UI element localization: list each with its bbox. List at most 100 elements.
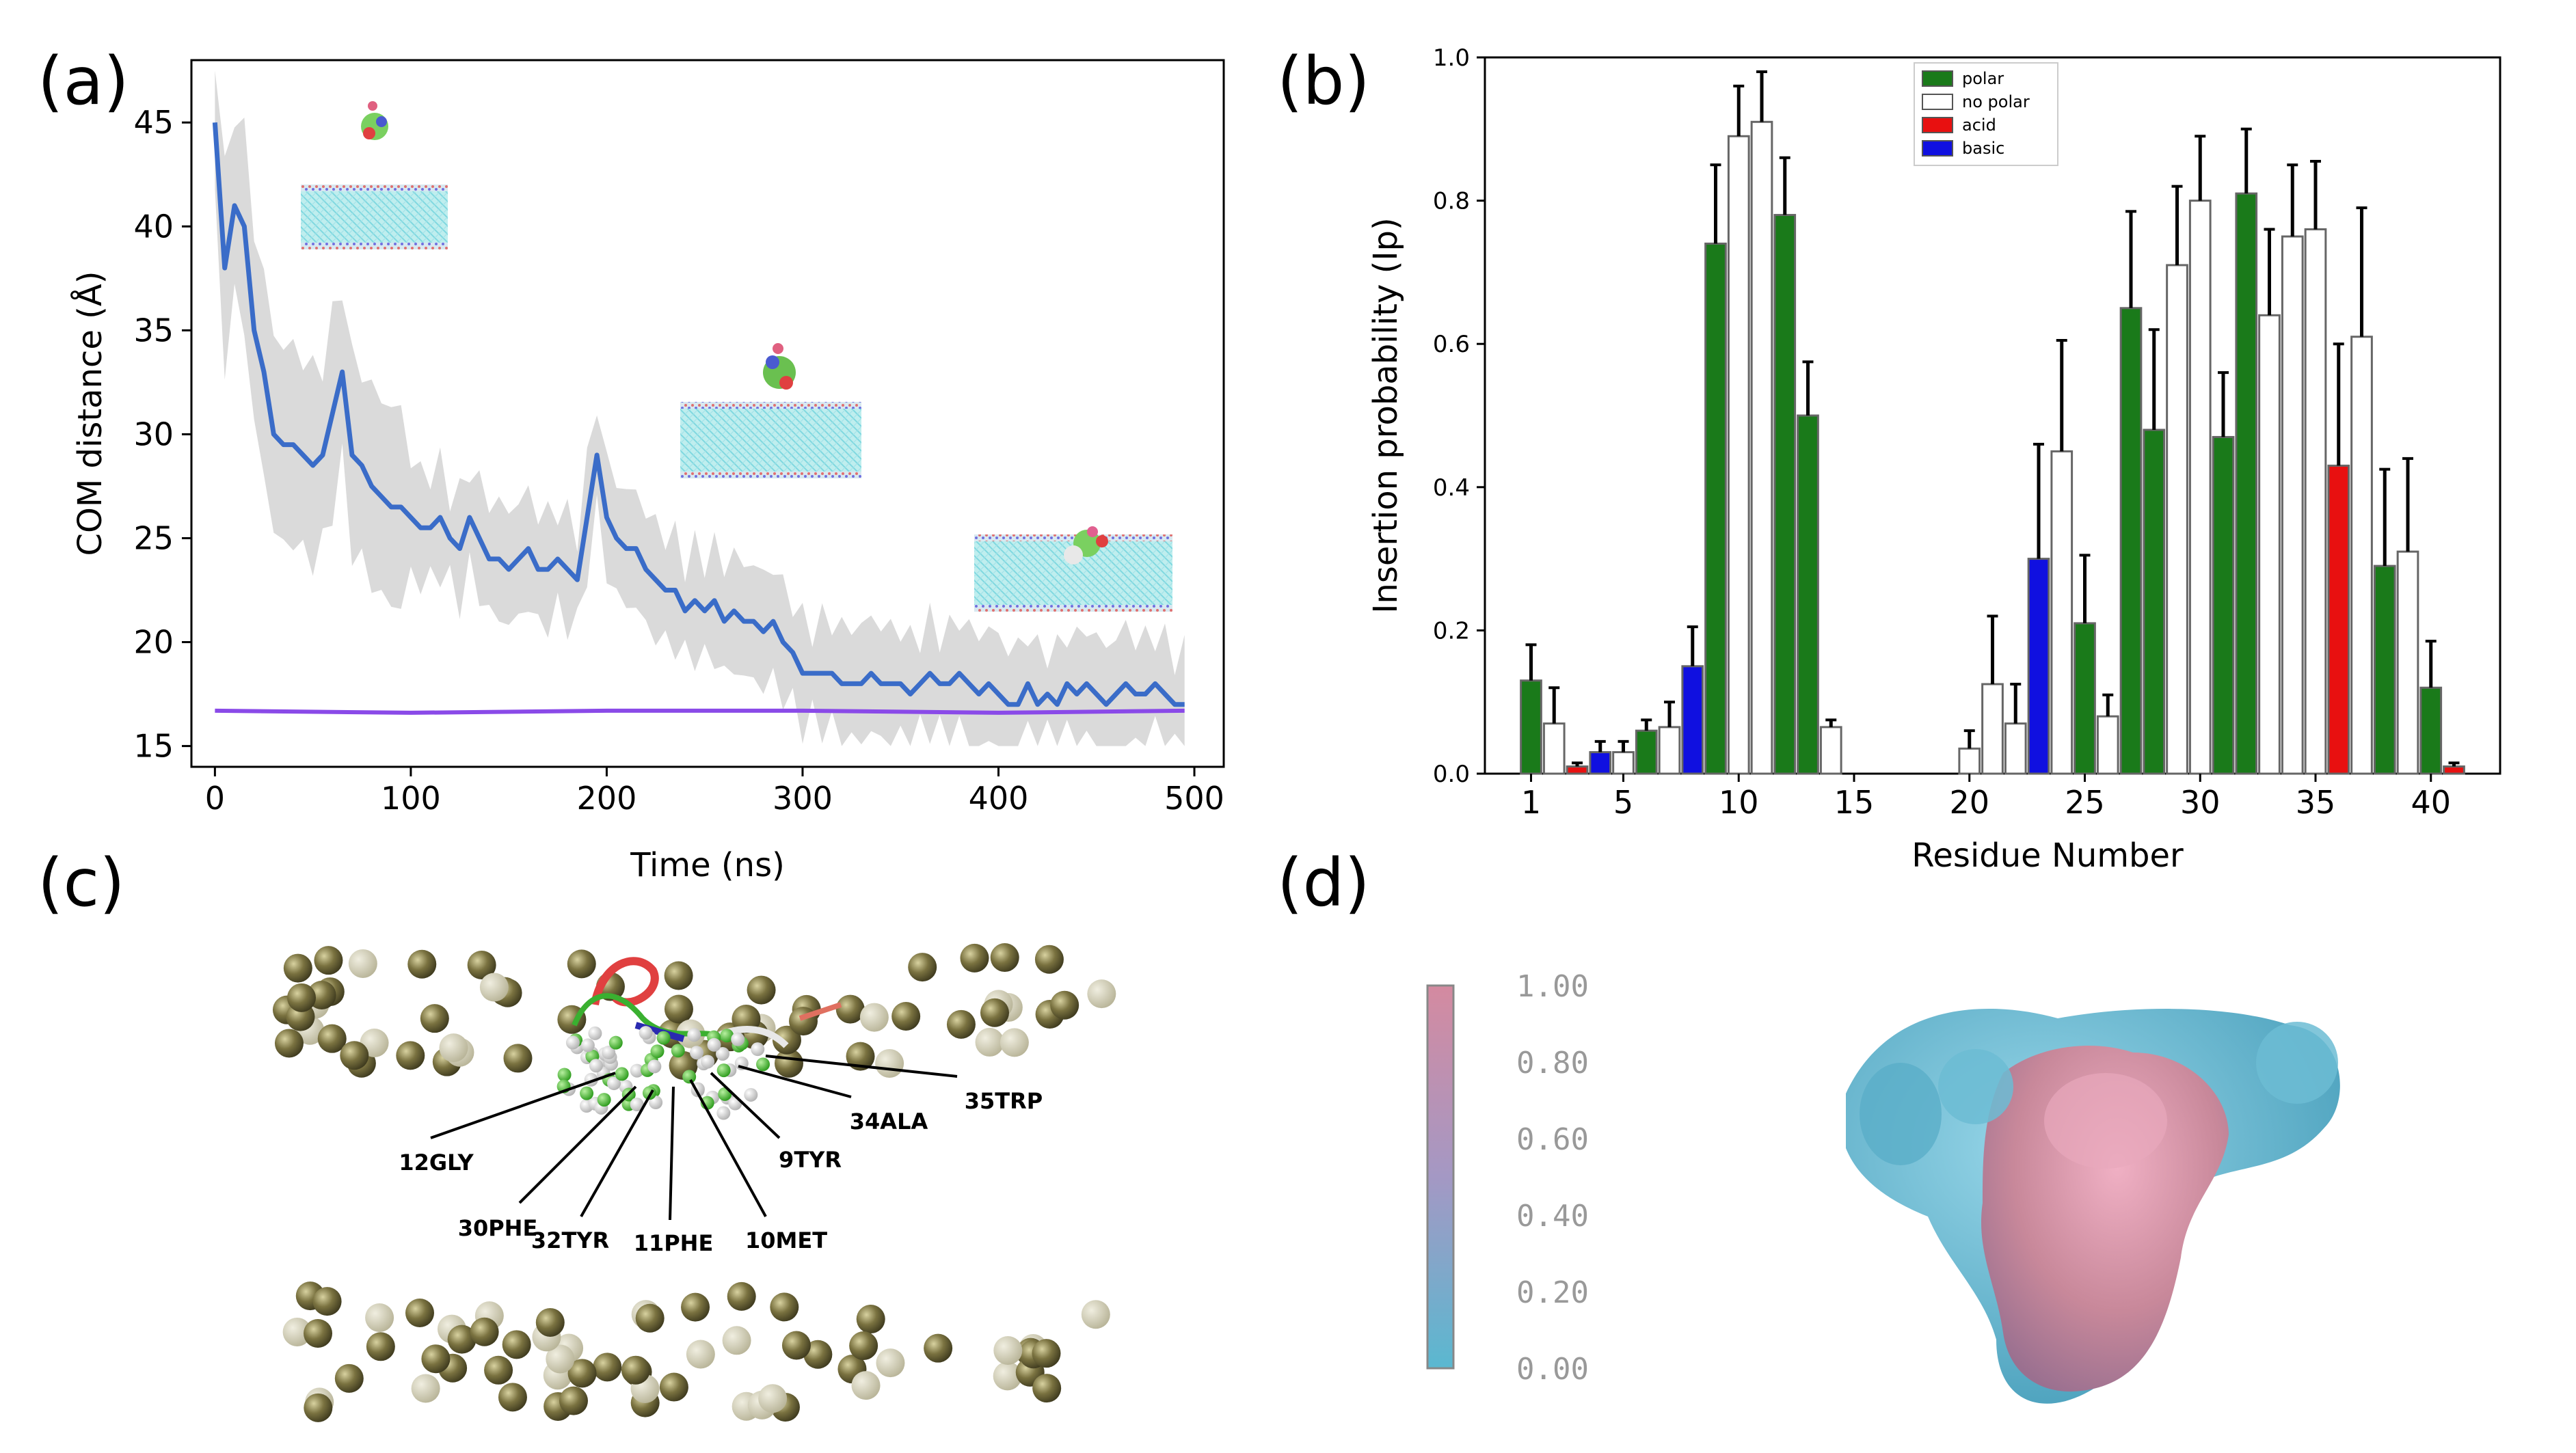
b-y-tick-label: 0.6 <box>1433 331 1470 358</box>
lipid-bead <box>503 1044 533 1073</box>
lipid-bead <box>770 1292 799 1322</box>
sidechain-atom <box>656 1031 671 1045</box>
residue-label: 12GLY <box>399 1150 474 1176</box>
lipid-bead <box>317 1024 347 1053</box>
lipid-bead <box>439 1033 468 1063</box>
b-bar-residue-30 <box>2188 200 2212 775</box>
panel-label-a: (a) <box>38 43 129 120</box>
sidechain-atom <box>682 1070 697 1084</box>
lipid-bead <box>567 949 596 979</box>
sidechain-atom <box>565 1035 580 1050</box>
peptide-surface <box>1846 1008 2340 1404</box>
inset-snapshot-1 <box>301 101 448 249</box>
b-y-tick-label: 0.0 <box>1433 761 1470 788</box>
lipid-bead <box>980 998 1009 1027</box>
lipid-bead <box>282 1317 312 1346</box>
legend-swatch-polar <box>1922 70 1953 87</box>
lipid-bead <box>470 1317 499 1346</box>
a-x-tick-label: 500 <box>1164 780 1224 817</box>
lipid-bead <box>365 1303 394 1333</box>
residue-label: 34ALA <box>850 1109 928 1135</box>
lipid-bead <box>846 1042 875 1071</box>
lipid-bead <box>312 1287 342 1316</box>
residue-label: 32TYR <box>531 1227 609 1253</box>
a-y-tick-label: 25 <box>133 519 174 556</box>
residue-label: 9TYR <box>779 1147 842 1173</box>
lipid-headgroups-top <box>272 943 1116 1081</box>
b-x-tick-label: 5 <box>1613 784 1633 821</box>
residue-leader-line <box>518 1085 637 1204</box>
lipid-bead <box>546 1344 575 1374</box>
sidechain-atom <box>606 1076 621 1091</box>
b-bar-residue-37 <box>2350 336 2373 775</box>
lipid-bead <box>621 1355 650 1385</box>
b-bar-residue-40 <box>2419 686 2443 775</box>
lipid-bead <box>484 1355 513 1385</box>
sidechain-atom <box>608 1035 623 1050</box>
lipid-bead <box>772 1025 801 1055</box>
lipid-bead <box>803 1340 833 1369</box>
lipid-bead <box>664 994 693 1024</box>
legend-label-polar: polar <box>1962 69 2004 88</box>
a-series-reference <box>215 708 1185 715</box>
lipid-bead <box>405 1298 434 1327</box>
b-bar-residue-1 <box>1520 679 1542 775</box>
b-x-tick-label: 35 <box>2296 784 2336 821</box>
a-y-tick-label: 20 <box>133 624 174 661</box>
a-series-com-distance <box>212 122 1185 707</box>
sidechain-atom <box>671 1044 685 1058</box>
lipid-bead <box>304 1393 333 1422</box>
b-bar-residue-28 <box>2143 429 2166 775</box>
lipid-bead <box>498 1383 527 1412</box>
lipid-bead <box>348 949 377 978</box>
sidechain-atom <box>630 1063 644 1078</box>
lipid-bead <box>1032 1339 1061 1368</box>
colorbar-tick-label: 0.20 <box>1516 1275 1589 1310</box>
lipid-bead <box>993 1361 1022 1391</box>
b-bar-residue-39 <box>2396 550 2419 775</box>
b-bar-residue-4 <box>1589 751 1612 775</box>
lipid-bead <box>447 1325 477 1354</box>
residue-leader-line <box>580 1089 654 1217</box>
sidechain-atom <box>642 1086 656 1100</box>
sidechain-atom <box>602 1046 616 1060</box>
b-bar-residue-25 <box>2074 622 2096 775</box>
b-bar-residue-41 <box>2443 765 2465 775</box>
panel-label-c: (c) <box>38 845 125 921</box>
sidechain-atom <box>707 1037 721 1052</box>
sidechain-atom <box>687 1028 701 1042</box>
lipid-bead <box>1050 990 1079 1020</box>
b-bar-residue-27 <box>2119 307 2143 775</box>
surface-pink-region <box>1981 1046 2229 1392</box>
b-x-tick-label: 1 <box>1521 784 1541 821</box>
lipid-bead <box>340 1041 369 1070</box>
legend-swatch-acid <box>1922 117 1953 133</box>
residue-leader-line <box>430 1072 616 1139</box>
lipid-bead <box>999 1028 1029 1057</box>
lipid-bead <box>304 1319 333 1348</box>
lipid-bead <box>681 1292 710 1322</box>
lipid-bead <box>467 951 496 980</box>
a-y-tick-label: 45 <box>133 104 174 141</box>
colorbar-tick-label: 0.40 <box>1516 1199 1589 1234</box>
sidechain-atom <box>589 1059 603 1073</box>
lipid-bead <box>535 1307 565 1337</box>
lipid-bead <box>407 949 437 979</box>
b-bar-residue-38 <box>2373 565 2396 775</box>
colorbar <box>1426 984 1455 1370</box>
sidechain-atom <box>720 1029 734 1043</box>
colorbar-tick-label: 0.80 <box>1516 1046 1589 1081</box>
sidechain-atom <box>716 1063 731 1078</box>
a-x-tick-label: 400 <box>969 780 1029 817</box>
b-bar-residue-22 <box>2004 722 2027 775</box>
sidechain-atom <box>639 1026 653 1040</box>
a-y-tick-label: 35 <box>133 312 174 349</box>
colorbar-tick-label: 0.60 <box>1516 1122 1589 1157</box>
a-uncertainty-band <box>215 70 1185 746</box>
lipid-bead <box>781 1331 811 1360</box>
legend-label-no-polar: no polar <box>1962 92 2030 111</box>
sidechain-atom <box>580 1086 594 1100</box>
b-bar-residue-13 <box>1797 414 1819 775</box>
lipid-bead <box>722 1326 751 1355</box>
